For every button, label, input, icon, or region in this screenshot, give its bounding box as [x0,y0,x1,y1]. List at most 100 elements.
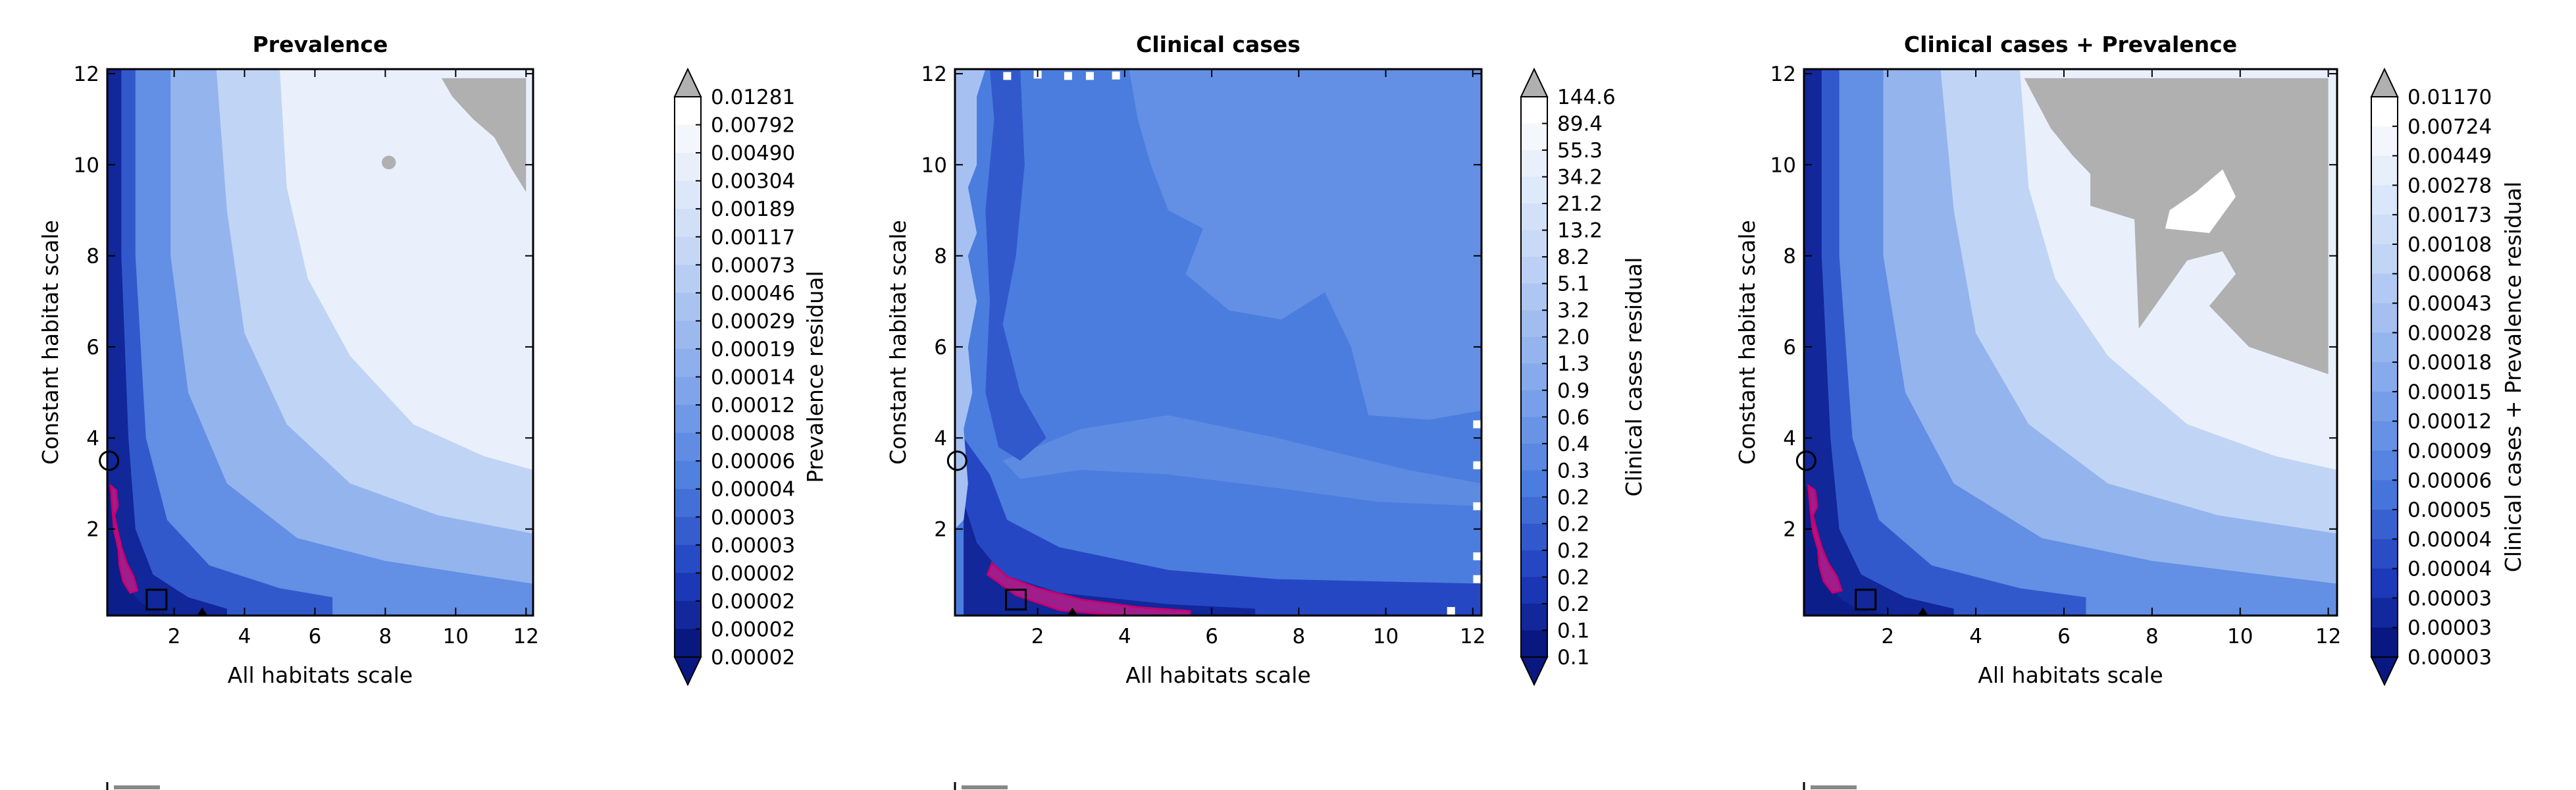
colorbar-band [1521,390,1547,417]
colorbar-tick-label: 0.2 [1557,592,1589,616]
colorbar-band [2371,539,2398,569]
contour-patch-light [1002,415,1481,506]
contour-patch-light [1129,69,1481,420]
colorbar-tick-label: 0.00006 [711,450,795,473]
colorbar-tick-label: 0.01170 [2408,86,2492,109]
contour-notch [1003,72,1012,80]
axes-frame [1803,68,2338,617]
colorbar-tick-label: 2.0 [1557,326,1589,350]
colorbar-band [2371,97,2398,127]
axes-frame [954,68,1483,617]
contour-notch [1473,502,1481,510]
colorbar-band [675,292,701,321]
x-tick-label: 8 [2146,625,2159,648]
contour-notch [1473,575,1481,583]
colorbar-tick-label: 0.00006 [2408,469,2492,492]
y-tick-label: 6 [1783,336,1796,359]
contour-left-rim [955,69,986,529]
y-tick-label: 8 [1783,245,1796,269]
colorbar-band [1521,523,1547,551]
purple-region [986,561,1191,616]
colorbar-band [1521,283,1547,311]
contour-patch-dark [964,438,1481,616]
colorbar-band [1521,443,1547,471]
y-tick-label: 8 [86,245,99,269]
colorbar-tick-label: 0.00003 [2408,616,2492,640]
colorbar-band [675,433,701,461]
marker-circle [1795,450,1816,471]
chart-panel-3: 2 4 6 8 10 12 2 4 6 8 10 12 Clinical cases + Prevale… [1734,32,2526,790]
colorbar-tick-label: 0.1 [1557,619,1589,643]
colorbar-band [675,517,701,546]
y-axis-label: Constant habitat scale [38,220,63,465]
y-tick-label: 12 [1770,63,1796,86]
marker-square [1005,589,1027,611]
chart-title: Clinical cases + Prevalence [1904,32,2237,57]
colorbar-tick-label: 0.4 [1557,433,1589,456]
colorbar-tick-label: 0.00278 [2408,174,2492,198]
marker-triangle [197,608,208,616]
colorbar-tick-label: 0.00490 [711,142,795,165]
y-tick-label: 2 [1783,518,1796,542]
colorbar-tick-label: 0.00004 [711,478,795,502]
colorbar-band [675,405,701,434]
colorbar-tick-label: 0.6 [1557,406,1589,429]
colorbar-band [675,377,701,406]
colorbar-tick-label: 0.00004 [2408,558,2492,581]
colorbar-extend-top [1520,67,1549,97]
colorbar-band [2371,450,2398,481]
colorbar-band [675,153,701,182]
chart-panel-1: 2 4 6 8 10 12 2 4 6 8 10 12 Prevalence All habitats s… [38,32,828,790]
colorbar-band [675,461,701,490]
colorbar-band [675,97,701,126]
colorbar-tick-label: 0.00002 [711,646,795,670]
colorbar-tick-label: 3.2 [1557,299,1589,323]
colorbar-tick-label: 89.4 [1557,113,1603,136]
colorbar-tick-label: 0.00019 [711,338,795,361]
colorbar-band [2371,126,2398,157]
colorbar-band [675,600,701,630]
colorbar-tick-label: 0.00449 [2408,145,2492,169]
colorbar-extend-bottom [1520,656,1549,687]
colorbar-tick-label: 34.2 [1557,166,1603,190]
colorbar-tick-label: 0.01281 [711,86,795,109]
colorbar-tick-label: 0.00189 [711,198,795,221]
colorbar-tick-label: 21.2 [1557,192,1603,216]
x-tick-label: 10 [2227,625,2253,648]
colorbar-tick-label: 0.3 [1557,459,1589,483]
plot-area [107,69,533,616]
x-axis-label: All habitats scale [228,662,413,688]
colorbar-band [675,321,701,350]
chart-title: Clinical cases [1136,32,1301,57]
colorbar-tick-label: 0.00008 [711,422,795,446]
colorbar-tick-label: 0.2 [1557,512,1589,536]
colorbar-band [2371,273,2398,304]
colorbar-band [1521,150,1547,178]
colorbar-tick-label: 0.00018 [2408,351,2492,375]
colorbar-tick-label: 0.00002 [711,618,795,641]
colorbar-band [1521,203,1547,231]
y-axis-label: Constant habitat scale [1734,220,1760,465]
colorbar-tick-label: 0.1 [1557,646,1589,670]
colorbar-tick-label: 0.00003 [711,534,795,558]
x-tick-label: 2 [168,625,181,648]
x-tick-label: 2 [1881,625,1894,648]
colorbar-frame [1520,96,1548,658]
colorbar-band [2371,332,2398,363]
colorbar-extend-bottom [673,656,702,687]
purple-region [1807,483,1843,594]
colorbar-tick-label: 5.1 [1557,273,1589,296]
x-axis-label: All habitats scale [1125,662,1310,688]
y-tick-label: 2 [934,518,947,542]
colorbar-band [1521,310,1547,338]
colorbar-band [2371,362,2398,392]
colorbar-band [1521,577,1547,604]
x-tick-label: 4 [1969,625,1982,648]
colorbar-tick-label: 0.00173 [2408,203,2492,227]
colorbar-tick-label: 0.00012 [2408,410,2492,434]
colorbar-tick-label: 0.00046 [711,282,795,305]
colorbar-tick-label: 0.00028 [2408,321,2492,345]
colorbar-extend-top [673,67,702,97]
colorbar-extend-top [2370,67,2399,97]
